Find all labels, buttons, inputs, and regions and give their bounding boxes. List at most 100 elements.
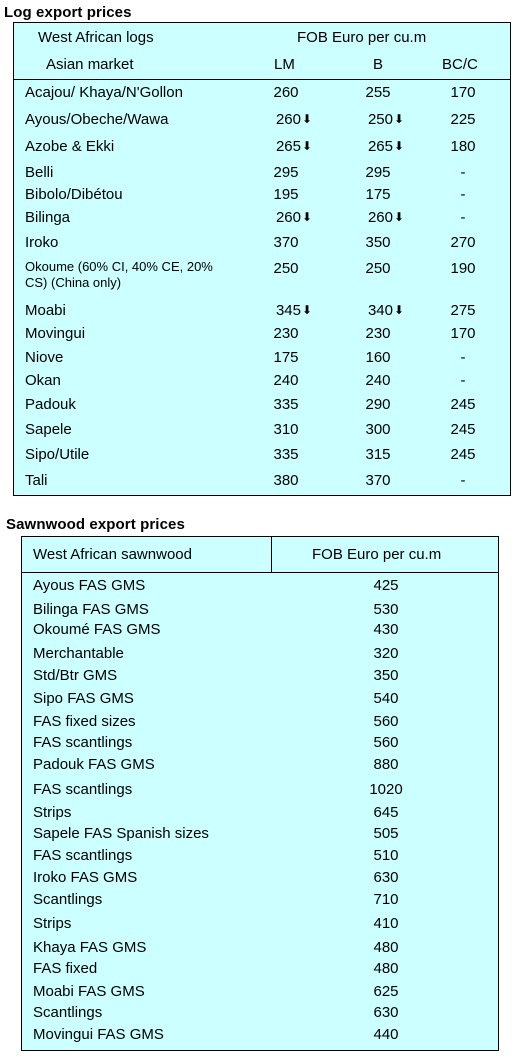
log-row-lm: 260 [273,84,299,101]
sawn-header-divider [22,572,498,573]
log-row-bcc: 190 [450,260,476,277]
log-row-bcc: 180 [450,138,476,155]
sawn-row-product: Iroko FAS GMS [33,869,138,886]
log-section-title: Log export prices [4,4,132,21]
log-row-lm: 335 [273,446,299,463]
sawn-row-product: Ayous FAS GMS [33,577,146,594]
log-row-species: Padouk [25,396,76,413]
log-row-b: 265⬇ [367,138,405,155]
sawn-row-product: Khaya FAS GMS [33,939,147,956]
sawn-row-price: 625 [373,983,399,1000]
sawn-row-price: 540 [373,690,399,707]
sawnwood-price-table: West African sawnwood FOB Euro per cu.m … [21,536,499,1051]
log-row-bcc: 245 [450,446,476,463]
log-row-species: Niove [25,349,64,366]
log-row-lm: 380 [273,472,299,489]
log-row-bcc: 170 [450,84,476,101]
sawn-row-product: FAS fixed [33,960,98,977]
log-row-b: 340⬇ [367,302,405,319]
log-header-bcc: BC/C [442,56,478,73]
log-row-lm: 240 [273,372,299,389]
log-row-lm: 260⬇ [275,209,313,226]
log-row-species: Sapele [25,421,72,438]
log-row-species: Bilinga [25,209,71,226]
log-header-lm: LM [274,56,295,73]
sawn-row-price: 350 [373,667,399,684]
log-row-bcc: - [460,186,466,203]
log-row-species: Okoume (60% CI, 40% CE, 20% CS) (China o… [25,259,213,290]
sawn-row-product: Scantlings [33,1004,103,1021]
log-row-species: Bibolo/Dibétou [25,186,123,203]
log-header-logs: West African logs [38,29,154,46]
sawn-row-price: 630 [373,869,399,886]
log-row-b: 250 [365,260,391,277]
sawn-row-product: FAS scantlings [33,781,133,798]
sawn-row-price: 440 [373,1026,399,1043]
sawn-row-price: 320 [373,645,399,662]
log-row-species: Ayous/Obeche/Wawa [25,111,169,128]
down-arrow-icon: ⬇ [393,112,405,126]
log-row-bcc: - [460,472,466,489]
sawn-row-product: Strips [33,804,72,821]
down-arrow-icon: ⬇ [393,139,405,153]
sawn-row-price: 505 [373,825,399,842]
sawn-row-price: 630 [373,1004,399,1021]
sawn-row-price: 480 [373,960,399,977]
sawn-row-price: 1020 [369,781,403,798]
sawn-row-product: Std/Btr GMS [33,667,118,684]
log-row-species: Sipo/Utile [25,446,90,463]
log-row-b: 175 [365,186,391,203]
log-row-lm: 195 [273,186,299,203]
log-row-bcc: - [460,164,466,181]
sawn-row-price: 880 [373,756,399,773]
sawn-row-price: 430 [373,621,399,638]
sawn-header-name: West African sawnwood [33,546,192,563]
log-row-species: Azobe & Ekki [25,138,115,155]
log-row-bcc: 270 [450,234,476,251]
sawn-row-product: FAS scantlings [33,847,133,864]
sawn-row-price: 480 [373,939,399,956]
sawn-row-product: FAS fixed sizes [33,713,136,730]
log-row-bcc: - [460,209,466,226]
sawn-row-product: Strips [33,915,72,932]
log-header-b: B [373,56,384,73]
log-row-b: 350 [365,234,391,251]
log-row-lm: 335 [273,396,299,413]
log-row-b: 290 [365,396,391,413]
log-row-lm: 295 [273,164,299,181]
sawn-section-title: Sawnwood export prices [6,516,185,533]
log-row-species: Belli [25,164,54,181]
log-row-lm: 370 [273,234,299,251]
sawn-row-product: FAS scantlings [33,734,133,751]
log-row-species: Okan [25,372,61,389]
sawn-row-product: Scantlings [33,891,103,908]
sawn-row-price: 530 [373,601,399,618]
sawn-row-price: 645 [373,804,399,821]
log-row-b: 300 [365,421,391,438]
log-row-lm: 260⬇ [275,111,313,128]
sawn-header-vdivider [271,537,272,572]
sawn-row-product: Merchantable [33,645,124,662]
log-row-b: 230 [365,325,391,342]
sawn-row-product: Movingui FAS GMS [33,1026,164,1043]
sawn-row-price: 560 [373,713,399,730]
log-row-b: 255 [365,84,391,101]
down-arrow-icon: ⬇ [301,303,313,317]
log-row-b: 240 [365,372,391,389]
down-arrow-icon: ⬇ [301,139,313,153]
log-row-lm: 250 [273,260,299,277]
sawn-row-product: Bilinga FAS GMS [33,601,149,618]
sawn-header-fob: FOB Euro per cu.m [312,546,442,563]
sawn-row-product: Padouk FAS GMS [33,756,155,773]
log-row-bcc: 170 [450,325,476,342]
log-row-species: Tali [25,472,48,489]
log-row-bcc: 225 [450,111,476,128]
log-row-bcc: - [460,349,466,366]
log-row-bcc: 275 [450,302,476,319]
down-arrow-icon: ⬇ [393,210,405,224]
down-arrow-icon: ⬇ [301,210,313,224]
sawn-row-product: Sipo FAS GMS [33,690,134,707]
log-row-lm: 310 [273,421,299,438]
log-row-species: Iroko [25,234,59,251]
sawn-row-price: 510 [373,847,399,864]
